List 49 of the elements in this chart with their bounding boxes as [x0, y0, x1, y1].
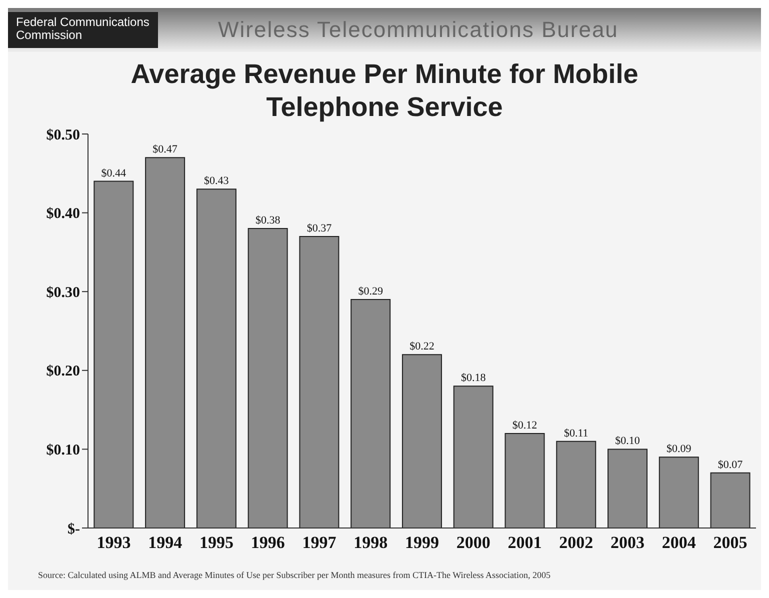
bar — [145, 157, 186, 528]
x-tick-label: 2002 — [559, 533, 594, 552]
x-tick-label: 2005 — [713, 533, 748, 552]
x-tick-label: 1996 — [250, 533, 285, 552]
source-note: Source: Calculated using ALMB and Average Minutes of Use per Subscriber per Month measures from CTIA-The Wireless Association, 2005 — [38, 570, 552, 580]
x-tick-label: 1997 — [302, 533, 337, 552]
y-tick-label: $0.10 — [46, 442, 80, 459]
bar — [453, 386, 494, 528]
y-tick-label: $0.50 — [46, 127, 80, 144]
x-tick-label: 1994 — [148, 533, 183, 552]
data-label: $0.11 — [564, 427, 588, 440]
data-label: $0.22 — [410, 340, 434, 353]
data-label: $0.07 — [718, 458, 744, 471]
bar — [299, 236, 340, 528]
x-tick-label: 2004 — [662, 533, 696, 552]
x-tick-label: 1999 — [405, 533, 439, 552]
y-tick-label: $- — [68, 521, 80, 538]
bar — [350, 298, 391, 528]
x-tick-label: 2003 — [610, 533, 645, 552]
bar — [196, 188, 236, 528]
data-label: $0.43 — [204, 175, 230, 188]
x-tick-label: 1995 — [199, 533, 234, 552]
data-label: $0.47 — [152, 144, 178, 156]
y-tick-label: $0.20 — [46, 364, 80, 380]
chart-title: Average Revenue Per Minute for Mobile Telephone Service — [130, 58, 640, 124]
x-tick-label: 2000 — [456, 533, 490, 552]
bar — [94, 180, 134, 528]
bar — [710, 472, 750, 528]
data-label: $0.10 — [615, 435, 640, 448]
text: Federal Communications Commission — [8, 12, 158, 48]
x-tick-label: 1993 — [96, 533, 131, 552]
data-label: $0.09 — [666, 443, 692, 456]
bar — [556, 440, 596, 528]
bar — [608, 448, 648, 528]
data-label: $0.29 — [358, 285, 384, 298]
y-tick-label: $0.40 — [46, 206, 80, 222]
x-tick-label: 1998 — [354, 533, 388, 552]
data-label: $0.37 — [306, 222, 332, 234]
bar — [402, 354, 442, 528]
data-label: $0.44 — [101, 167, 127, 180]
data-label: $0.18 — [460, 372, 486, 384]
y-tick-label: $0.30 — [46, 284, 80, 301]
bar — [658, 456, 699, 528]
x-tick-label: 2001 — [508, 533, 542, 552]
bar — [504, 432, 545, 528]
data-label: $0.38 — [255, 214, 281, 227]
data-label: $0.12 — [512, 419, 538, 432]
chart-subtitle: Wireless Telecommunications Bureau — [218, 17, 618, 43]
bar — [248, 228, 288, 528]
